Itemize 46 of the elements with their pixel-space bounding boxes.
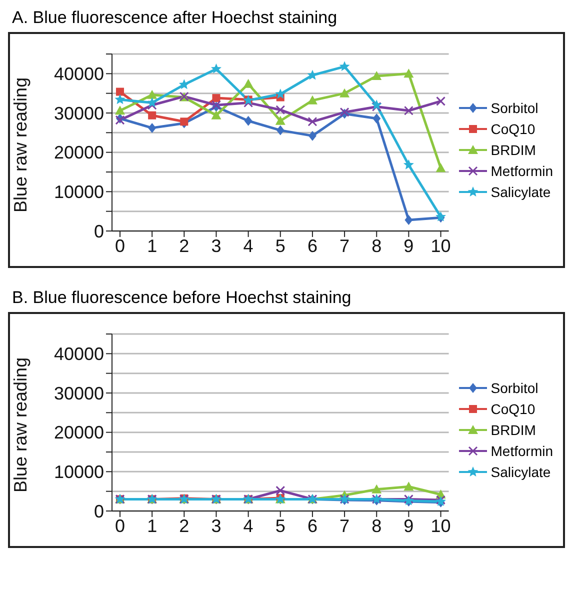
y-tick-label: 10000 xyxy=(54,182,104,202)
chart-title: B. Blue fluorescence before Hoechst staining xyxy=(12,288,352,308)
y-axis-title: Blue raw reading xyxy=(10,77,30,212)
legend-label: Sorbitol xyxy=(490,100,538,116)
x-tick-label: 7 xyxy=(340,236,350,256)
legend-label: Salicylate xyxy=(490,184,551,200)
y-tick-label: 40000 xyxy=(54,64,104,84)
y-tick-label: 40000 xyxy=(54,344,104,364)
chart-title: A. Blue fluorescence after Hoechst staining xyxy=(12,8,338,28)
x-tick-label: 8 xyxy=(372,516,382,536)
x-tick-label: 2 xyxy=(179,516,190,536)
x-tick-label: 2 xyxy=(179,236,190,256)
x-tick-label: 3 xyxy=(211,516,222,536)
x-tick-label: 0 xyxy=(114,516,126,536)
legend-label: BRDIM xyxy=(490,422,536,438)
x-tick-label: 1 xyxy=(147,236,158,256)
legend-label: Metformin xyxy=(490,163,553,179)
x-tick-label: 4 xyxy=(243,516,254,536)
legend-label: CoQ10 xyxy=(490,401,536,417)
x-tick-label: 3 xyxy=(211,236,222,256)
legend-label: Sorbitol xyxy=(490,380,538,396)
x-tick-label: 6 xyxy=(307,516,318,536)
y-tick-label: 0 xyxy=(94,501,104,522)
x-tick-label: 9 xyxy=(404,236,414,256)
x-tick-label: 10 xyxy=(430,236,451,256)
x-tick-label: 9 xyxy=(404,516,414,536)
x-tick-label: 5 xyxy=(275,516,286,536)
x-tick-label: 6 xyxy=(307,236,318,256)
y-tick-label: 10000 xyxy=(54,462,104,482)
legend-label: BRDIM xyxy=(490,142,536,158)
legend-label: CoQ10 xyxy=(490,121,536,137)
y-tick-label: 20000 xyxy=(54,142,104,163)
x-tick-label: 4 xyxy=(243,236,254,256)
x-tick-label: 1 xyxy=(147,516,158,536)
y-tick-label: 20000 xyxy=(54,422,104,443)
y-tick-label: 30000 xyxy=(54,383,104,404)
legend-label: Metformin xyxy=(490,443,553,459)
legend-label: Salicylate xyxy=(490,464,551,480)
y-axis-title: Blue raw reading xyxy=(10,357,30,492)
x-tick-label: 0 xyxy=(114,236,126,256)
x-tick-label: 10 xyxy=(430,516,451,536)
x-tick-label: 8 xyxy=(372,236,382,256)
x-tick-label: 7 xyxy=(340,516,350,536)
x-tick-label: 5 xyxy=(275,236,286,256)
y-tick-label: 0 xyxy=(94,221,104,242)
y-tick-label: 30000 xyxy=(54,103,104,124)
